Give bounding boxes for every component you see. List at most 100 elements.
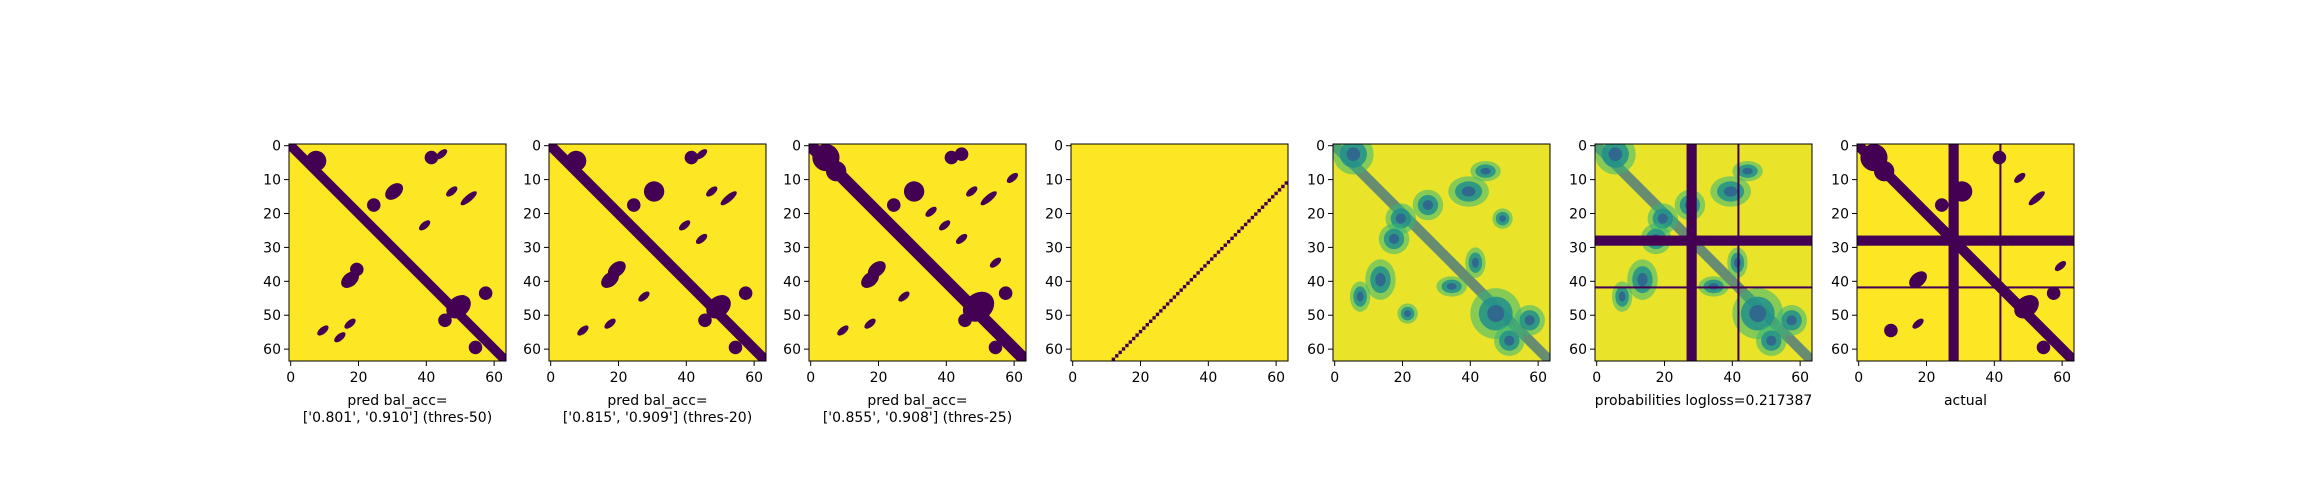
contact-blob	[728, 340, 743, 355]
contact-blob	[706, 295, 731, 319]
contact-blob	[1873, 160, 1895, 182]
contact-blob	[903, 181, 925, 202]
diag-point	[1121, 347, 1126, 351]
diagonal-band	[289, 144, 506, 361]
y-tick-label: 30	[1045, 240, 1063, 256]
contact-blob	[446, 186, 458, 197]
contact-blob	[886, 198, 901, 212]
contact-blob	[460, 191, 477, 206]
heatmap-image	[549, 144, 766, 361]
prob-core	[1388, 233, 1400, 245]
x-tick-label: 60	[2053, 370, 2071, 386]
mask-line-horizontal	[1595, 286, 1812, 289]
y-tick-label: 20	[523, 207, 541, 223]
diag-point	[1176, 291, 1180, 296]
contact-blob	[626, 198, 641, 212]
x-tick-label: 0	[1592, 370, 1601, 386]
contact-blob	[1909, 271, 1927, 288]
x-tick-label: 40	[677, 370, 695, 386]
y-tick-label: 60	[783, 342, 801, 358]
contact-blob	[837, 325, 849, 336]
prob-core	[1766, 335, 1777, 346]
prob-core	[1618, 291, 1626, 302]
y-tick-label: 10	[263, 173, 281, 189]
prob-core	[1375, 272, 1386, 287]
diag-point	[1243, 222, 1248, 227]
contact-blob	[962, 291, 995, 322]
y-tick-label: 20	[783, 207, 801, 223]
prob-core	[1356, 291, 1364, 302]
panel-pred-thres-20: 0 20 40 60 0 10 20 30 40 50 60 pred bal_acc=['0.815…	[523, 139, 767, 426]
diag-point	[1223, 243, 1227, 247]
diag-point	[1247, 219, 1251, 223]
diagonal-band	[1857, 144, 2074, 361]
y-tick-label: 0	[1840, 139, 1849, 155]
contact-blob	[944, 150, 959, 165]
contact-blob	[604, 318, 616, 329]
contact-blob	[2046, 286, 2061, 300]
diag-point	[1230, 236, 1234, 241]
diag-point	[1277, 188, 1282, 192]
contact-blob	[966, 186, 978, 197]
prob-core	[1346, 147, 1361, 161]
y-tick-label: 0	[1316, 139, 1325, 155]
panel-caption: pred bal_acc=	[607, 393, 707, 409]
contact-blob	[565, 150, 587, 172]
diag-point	[1186, 281, 1190, 285]
x-tick-label: 40	[1461, 370, 1479, 386]
diag-point	[1193, 274, 1197, 279]
prob-core	[1395, 213, 1406, 224]
diag-point	[1162, 305, 1166, 310]
diag-point	[1138, 329, 1143, 334]
x-tick-label: 0	[806, 370, 815, 386]
diag-point	[1196, 271, 1200, 275]
contact-blob	[867, 261, 886, 278]
y-tick-label: 0	[1578, 139, 1587, 155]
diag-point	[1250, 215, 1255, 220]
x-tick-label: 40	[1723, 370, 1741, 386]
prob-core	[1786, 315, 1797, 326]
prob-core	[1742, 167, 1753, 175]
x-tick-label: 20	[1918, 370, 1936, 386]
x-tick-label: 20	[870, 370, 888, 386]
contact-blob	[344, 318, 356, 329]
contact-blob	[2036, 340, 2051, 355]
diag-point	[1220, 246, 1224, 251]
diag-point	[1179, 288, 1183, 292]
diag-point	[1210, 257, 1214, 261]
y-tick-label: 10	[523, 173, 541, 189]
x-tick-label: 40	[937, 370, 955, 386]
contact-blob	[2028, 191, 2045, 206]
y-tick-label: 10	[783, 173, 801, 189]
prob-core	[1504, 335, 1515, 346]
contact-blob	[1934, 198, 1949, 212]
prob-core	[1524, 315, 1535, 326]
axes-frame	[1594, 143, 1813, 362]
y-tick-label: 0	[272, 139, 281, 155]
diag-point	[1148, 319, 1153, 323]
y-tick-label: 20	[1045, 207, 1063, 223]
diag-point	[1152, 316, 1156, 320]
contact-blob	[989, 257, 1002, 268]
diag-point	[1281, 184, 1285, 189]
diag-point	[1226, 240, 1231, 244]
heatmap-background	[1071, 144, 1288, 361]
y-tick-label: 30	[263, 240, 281, 256]
contact-blob	[698, 313, 712, 328]
prob-core	[1461, 186, 1476, 197]
contact-blob	[825, 160, 847, 182]
diag-point	[1165, 302, 1170, 306]
contact-blob	[695, 149, 708, 160]
prob-core	[1499, 215, 1506, 222]
diag-point	[1145, 323, 1149, 327]
panel-caption: ['0.801', '0.910'] (thres-50)	[303, 410, 492, 426]
panel-probabilities: 0 20 40 60 0 10 20 30 40 50 60	[1307, 139, 1551, 386]
contact-blob	[2014, 295, 2039, 319]
panel-caption: ['0.855', '0.908'] (thres-25)	[823, 410, 1012, 426]
diag-point	[1267, 198, 1272, 202]
contact-blob	[607, 261, 626, 278]
x-tick-label: 0	[1068, 370, 1077, 386]
y-tick-label: 0	[1054, 139, 1063, 155]
y-tick-label: 50	[1569, 308, 1587, 324]
diag-point	[1128, 340, 1133, 344]
